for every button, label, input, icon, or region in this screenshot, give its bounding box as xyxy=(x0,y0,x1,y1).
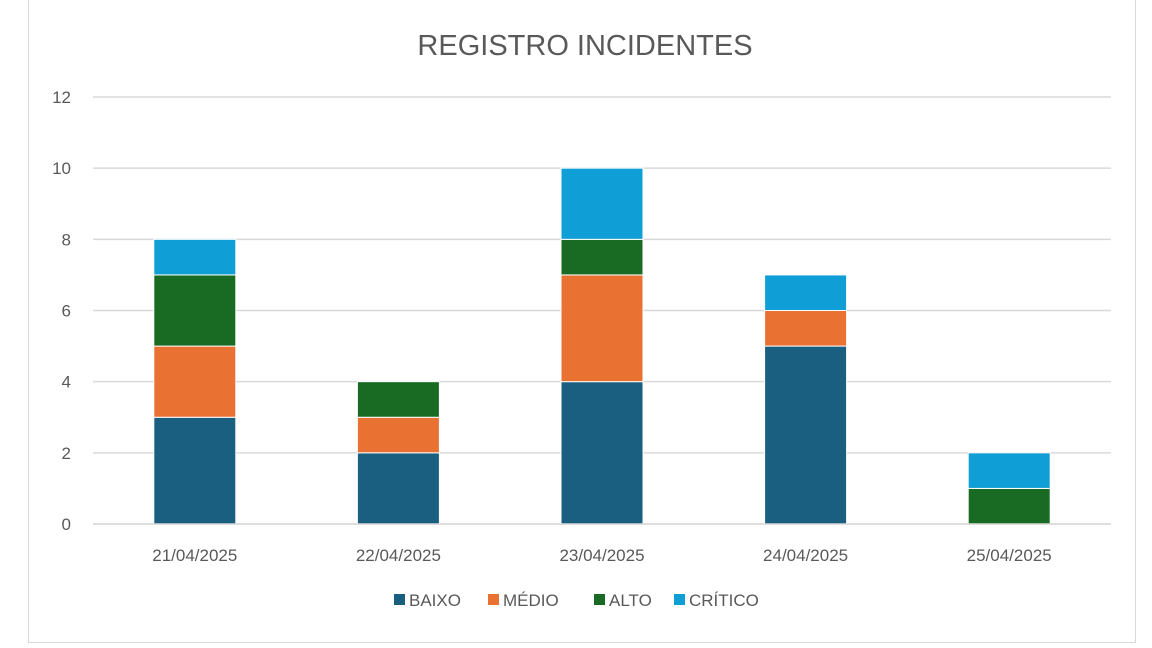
legend-swatch xyxy=(594,594,605,605)
y-tick-label: 2 xyxy=(62,444,71,463)
x-tick-label: 23/04/2025 xyxy=(559,546,644,565)
bar-segment-médio xyxy=(560,274,644,383)
y-tick-label: 10 xyxy=(52,159,71,178)
legend-label: BAIXO xyxy=(409,591,461,610)
bar-segment-crítico xyxy=(560,167,644,240)
legend-item: BAIXO xyxy=(394,591,461,610)
legend-item: CRÍTICO xyxy=(674,591,759,610)
bar-segment-crítico xyxy=(153,238,237,276)
y-axis: 0 2 4 6 8 10 12 xyxy=(52,88,71,534)
bar-segment-médio xyxy=(764,310,848,347)
bar-segment-crítico xyxy=(764,274,848,311)
bars xyxy=(153,167,1051,525)
bar-segment-médio xyxy=(153,345,237,418)
bar-segment-alto xyxy=(560,238,644,276)
legend-swatch xyxy=(674,594,685,605)
bar-segment-crítico xyxy=(967,452,1051,489)
bar-segment-baixo xyxy=(153,416,237,525)
bar-segment-alto xyxy=(153,274,237,347)
y-tick-label: 4 xyxy=(62,373,71,392)
y-tick-label: 0 xyxy=(62,515,71,534)
chart-canvas: REGISTRO INCIDENTES 0 2 4 6 8 10 12 21/04/2025… xyxy=(52,30,1111,610)
x-tick-label: 24/04/2025 xyxy=(763,546,848,565)
x-tick-label: 25/04/2025 xyxy=(967,546,1052,565)
y-tick-label: 8 xyxy=(62,230,71,249)
legend-item: MÉDIO xyxy=(488,591,559,610)
bar-segment-alto xyxy=(967,487,1051,525)
legend-label: CRÍTICO xyxy=(689,591,759,610)
legend-swatch xyxy=(394,594,405,605)
legend-item: ALTO xyxy=(594,591,652,610)
bar-segment-baixo xyxy=(560,381,644,525)
x-axis: 21/04/2025 22/04/2025 23/04/2025 24/04/2025… xyxy=(93,523,1111,565)
chart-title: REGISTRO INCIDENTES xyxy=(417,30,752,62)
bar-segment-alto xyxy=(356,381,440,418)
bar-segment-baixo xyxy=(356,452,440,525)
y-tick-label: 6 xyxy=(62,302,71,321)
legend-label: ALTO xyxy=(609,591,652,610)
chart-area: REGISTRO INCIDENTES 0 2 4 6 8 10 12 21/04/2025… xyxy=(28,0,1136,643)
legend-swatch xyxy=(488,594,499,605)
legend: BAIXO MÉDIO ALTO CRÍTICO xyxy=(394,591,759,610)
x-tick-label: 22/04/2025 xyxy=(356,546,441,565)
bar-segment-baixo xyxy=(764,345,848,525)
y-tick-label: 12 xyxy=(52,88,71,107)
bar-segment-médio xyxy=(356,416,440,454)
legend-label: MÉDIO xyxy=(503,591,559,610)
x-tick-label: 21/04/2025 xyxy=(152,546,237,565)
